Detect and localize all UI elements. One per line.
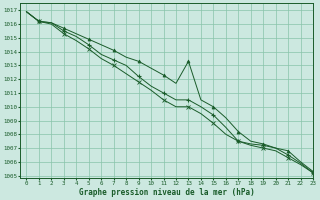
X-axis label: Graphe pression niveau de la mer (hPa): Graphe pression niveau de la mer (hPa) [79, 188, 254, 197]
